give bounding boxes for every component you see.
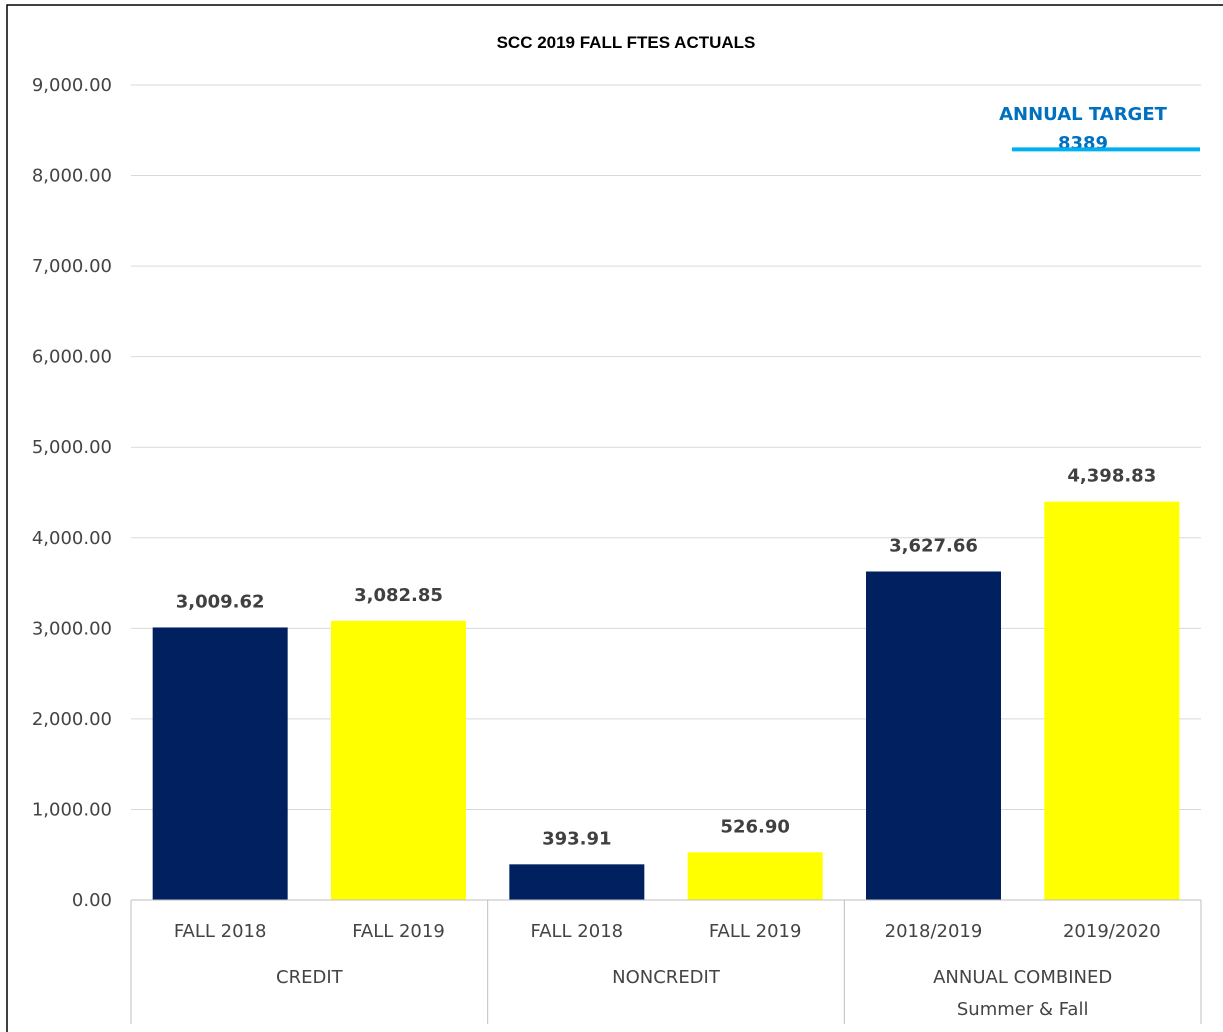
group-label: ANNUAL COMBINED (933, 967, 1112, 988)
x-tick-label: 2018/2019 (885, 921, 983, 942)
target-label-line1: ANNUAL TARGET (999, 104, 1168, 125)
y-tick-label: 5,000.00 (32, 437, 112, 458)
x-axis: FALL 2018 FALL 2019 CREDIT FALL 2018 FALL 20… (130, 899, 1202, 1024)
data-label: 526.90 (720, 816, 789, 837)
x-tick-label: 2019/2020 (1063, 921, 1161, 942)
bar (866, 571, 1001, 900)
x-tick-label: FALL 2019 (352, 921, 445, 942)
annual-target: ANNUAL TARGET 8389 (999, 104, 1200, 154)
y-tick-label: 1,000.00 (32, 799, 112, 820)
y-tick-label: 8,000.00 (32, 166, 112, 187)
x-tick-label: FALL 2018 (174, 921, 267, 942)
y-tick-label: 4,000.00 (32, 528, 112, 549)
bar (509, 864, 645, 900)
y-tick-label: 2,000.00 (32, 709, 112, 730)
data-label: 3,627.66 (889, 535, 978, 556)
y-tick-label: 0.00 (72, 890, 112, 911)
x-tick-label: FALL 2019 (709, 921, 802, 942)
group-label: NONCREDIT (612, 967, 721, 988)
group-label: CREDIT (276, 967, 344, 988)
bar (687, 852, 823, 900)
bar (1044, 501, 1180, 900)
data-label: 4,398.83 (1067, 466, 1156, 487)
group-label-line2: Summer & Fall (957, 999, 1089, 1020)
y-tick-label: 3,000.00 (32, 618, 112, 639)
data-labels: 3,009.62 3,082.85 393.91 526.90 3,627.66 4,39… (176, 466, 1156, 850)
data-label: 3,082.85 (354, 585, 443, 606)
data-label: 393.91 (542, 828, 611, 849)
gridlines (131, 84, 1201, 810)
data-label: 3,009.62 (176, 591, 265, 612)
y-tick-label: 9,000.00 (32, 75, 112, 96)
chart-title: SCC 2019 FALL FTES ACTUALS (497, 33, 756, 52)
bar (152, 627, 288, 900)
bars (152, 501, 1180, 900)
y-tick-label: 7,000.00 (32, 256, 112, 277)
bar (331, 620, 466, 900)
x-tick-label: FALL 2018 (531, 921, 624, 942)
y-axis-labels: 0.00 1,000.00 2,000.00 3,000.00 4,000.00 5,00… (32, 75, 112, 911)
y-tick-label: 6,000.00 (32, 347, 112, 368)
